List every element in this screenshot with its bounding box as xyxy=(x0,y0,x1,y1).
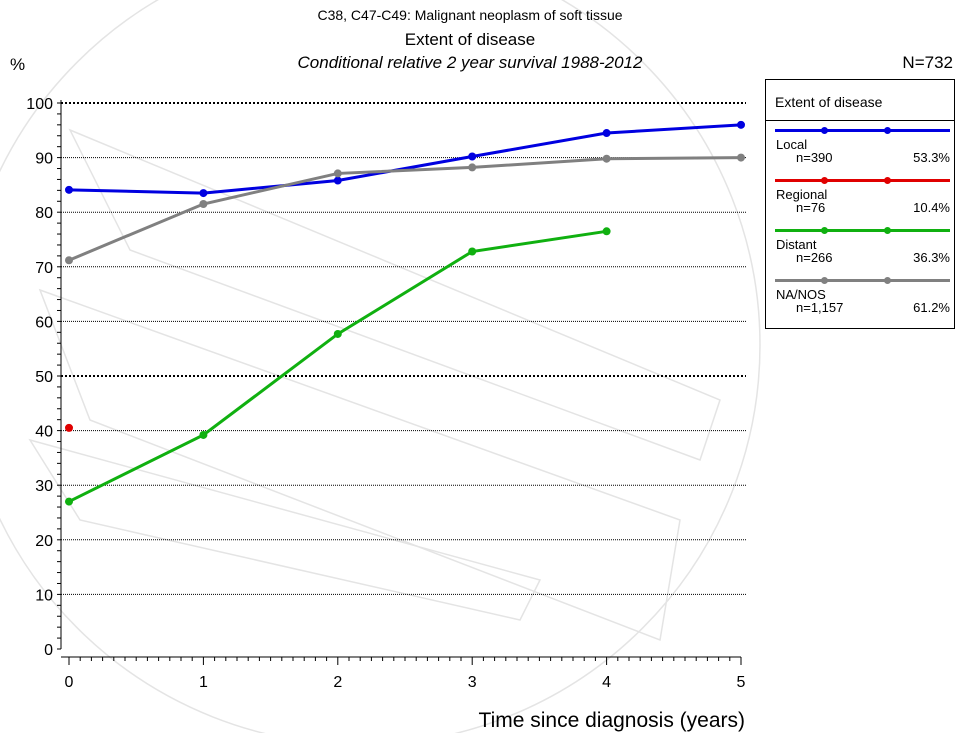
legend-percent: 53.3% xyxy=(913,150,950,165)
data-point-distant xyxy=(333,329,342,338)
x-tick-label: 1 xyxy=(199,674,208,691)
data-point-local xyxy=(199,189,208,198)
data-point-na-nos xyxy=(199,200,208,209)
legend-percent: 36.3% xyxy=(913,250,950,265)
data-point-na-nos xyxy=(468,163,477,172)
series-lines xyxy=(65,120,745,506)
legend-line-distant xyxy=(775,229,950,232)
y-tick-labels: 0 10 20 30 40 50 60 70 80 90 100 xyxy=(26,96,53,659)
data-point-regional xyxy=(65,423,73,432)
data-point-distant xyxy=(468,247,477,256)
legend-entry-local: Local n=390 53.3% xyxy=(766,127,956,179)
legend-marker xyxy=(821,127,828,134)
data-point-local xyxy=(333,176,342,185)
x-tick-label: 3 xyxy=(468,674,477,691)
y-tick-label: 60 xyxy=(35,314,53,331)
series-line-distant xyxy=(68,229,607,503)
data-point-distant xyxy=(65,497,73,506)
legend-divider xyxy=(766,120,954,121)
y-tick-label: 50 xyxy=(35,369,53,386)
x-tick-label: 4 xyxy=(602,674,611,691)
legend-line-regional xyxy=(775,179,950,182)
data-point-local xyxy=(737,120,745,129)
legend-title: Extent of disease xyxy=(775,94,883,110)
chart-title-line3: Conditional relative 2 year survival 198… xyxy=(298,53,643,72)
chart-title-line1: C38, C47-C49: Malignant neoplasm of soft… xyxy=(317,7,622,23)
legend-name: Regional xyxy=(776,187,828,202)
data-point-local xyxy=(468,152,477,161)
watermark-logo xyxy=(0,0,761,733)
y-tick-label: 10 xyxy=(35,587,53,604)
y-tick-label: 40 xyxy=(35,424,53,441)
x-tick-label: 5 xyxy=(737,674,746,691)
legend-count: n=266 xyxy=(796,250,833,265)
data-point-distant xyxy=(602,227,611,236)
y-tick-label: 100 xyxy=(26,96,53,113)
y-tick-label: 20 xyxy=(35,533,53,550)
legend-marker xyxy=(821,227,828,234)
axes xyxy=(57,100,742,665)
legend-marker xyxy=(821,177,828,184)
data-point-na-nos xyxy=(602,154,611,163)
legend-marker xyxy=(821,277,828,284)
x-axis-label: Time since diagnosis (years) xyxy=(479,709,745,732)
total-count: N=732 xyxy=(902,53,953,72)
legend-count: n=76 xyxy=(796,200,826,215)
legend-marker xyxy=(884,127,891,134)
x-tick-label: 0 xyxy=(65,674,74,691)
legend-name: Local xyxy=(776,137,808,152)
series-line-na-nos xyxy=(68,156,742,262)
legend-name: NA/NOS xyxy=(776,287,826,302)
legend-marker xyxy=(884,227,891,234)
y-tick-label: 0 xyxy=(44,642,53,659)
y-tick-label: 90 xyxy=(35,151,53,168)
y-tick-label: 70 xyxy=(35,260,53,277)
chart-title-line2: Extent of disease xyxy=(405,30,535,49)
x-tick-label: 2 xyxy=(333,674,342,691)
data-point-na-nos xyxy=(333,169,342,178)
data-point-na-nos xyxy=(737,153,745,162)
y-tick-label: 80 xyxy=(35,205,53,222)
data-point-na-nos xyxy=(65,256,73,265)
grid-lines xyxy=(61,102,746,595)
data-point-local xyxy=(602,129,611,138)
legend-entry-na-nos: NA/NOS n=1,157 61.2% xyxy=(766,277,956,329)
legend-entry-distant: Distant n=266 36.3% xyxy=(766,227,956,279)
legend-entry-regional: Regional n=76 10.4% xyxy=(766,177,956,229)
legend: Extent of disease Local n=390 53.3% Regi… xyxy=(765,79,955,329)
y-unit-label: % xyxy=(10,55,25,74)
series-line-local xyxy=(68,123,742,195)
legend-count: n=390 xyxy=(796,150,833,165)
legend-marker xyxy=(884,277,891,284)
data-point-distant xyxy=(199,430,208,439)
legend-count: n=1,157 xyxy=(796,300,844,315)
legend-name: Distant xyxy=(776,237,817,252)
data-point-local xyxy=(65,185,73,194)
legend-line-na-nos xyxy=(775,279,950,282)
y-tick-label: 30 xyxy=(35,478,53,495)
legend-line-local xyxy=(775,129,950,132)
x-tick-labels: 0 1 2 3 4 5 xyxy=(65,674,746,691)
legend-marker xyxy=(884,177,891,184)
legend-percent: 10.4% xyxy=(913,200,950,215)
legend-percent: 61.2% xyxy=(913,300,950,315)
